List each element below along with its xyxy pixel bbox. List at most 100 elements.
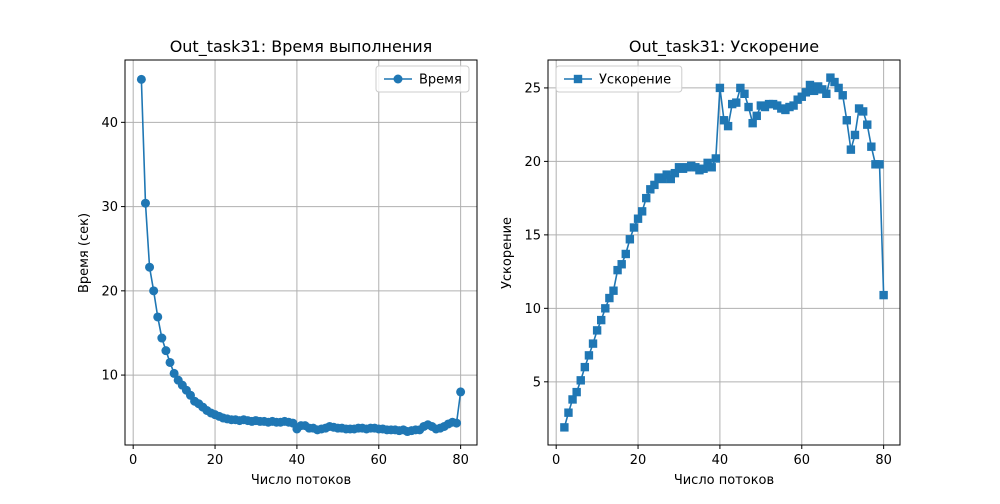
speedup-data-point xyxy=(838,91,847,100)
time-legend-marker xyxy=(393,74,403,84)
speedup-y-tick-label: 25 xyxy=(524,81,541,96)
speedup-y-tick-label: 5 xyxy=(533,375,541,390)
time-data-point xyxy=(149,286,159,296)
speedup-y-tick-label: 15 xyxy=(524,228,541,243)
time-chart: Out_task31: Время выполнения Число поток… xyxy=(77,37,478,488)
speedup-data-point xyxy=(629,223,639,232)
speedup-data-point xyxy=(842,116,851,125)
time-legend: Время xyxy=(375,65,470,93)
speedup-data-point xyxy=(605,293,614,303)
speedup-legend: Ускорение xyxy=(555,65,683,93)
speedup-data-point xyxy=(719,116,729,125)
time-data-point xyxy=(161,346,171,356)
speedup-x-tick-label: 80 xyxy=(875,453,892,468)
speedup-data-point xyxy=(744,102,753,112)
speedup-data-point xyxy=(740,89,749,98)
speedup-y-tick-label: 20 xyxy=(524,155,541,170)
speedup-chart-title: Out_task31: Ускорение xyxy=(629,37,819,57)
time-data-point xyxy=(165,357,175,367)
speedup-data-point xyxy=(564,408,573,417)
speedup-data-point xyxy=(863,120,872,129)
speedup-data-point xyxy=(711,154,721,163)
speedup-data-point xyxy=(797,92,806,101)
speedup-data-point xyxy=(560,423,569,432)
speedup-chart-xlabel: Число потоков xyxy=(674,473,774,488)
speedup-chart-marks: 0 20 40 60 80 5 10 15 20 25 Ускорение xyxy=(524,59,901,468)
speedup-data-point xyxy=(592,326,602,335)
time-y-tick-label: 10 xyxy=(101,369,118,384)
time-x-tick-label: 60 xyxy=(370,453,387,468)
speedup-data-point xyxy=(650,180,659,190)
speedup-data-point xyxy=(617,260,626,269)
speedup-legend-label: Ускорение xyxy=(599,73,671,88)
speedup-data-point xyxy=(613,265,622,275)
time-data-point xyxy=(145,262,155,272)
time-legend-label: Время xyxy=(419,73,462,88)
speedup-data-point xyxy=(805,80,815,90)
time-chart-ylabel: Время (сек) xyxy=(77,213,92,293)
time-data-point xyxy=(140,198,150,208)
speedup-data-point xyxy=(732,98,741,107)
speedup-legend-box xyxy=(555,65,683,93)
speedup-data-point xyxy=(875,160,884,169)
speedup-data-point xyxy=(858,107,868,116)
time-axes-frame xyxy=(124,59,478,446)
speedup-data-point xyxy=(715,83,725,93)
speedup-data-point xyxy=(666,174,675,184)
time-chart-xlabel: Число потоков xyxy=(251,473,351,488)
speedup-data-point xyxy=(822,89,831,98)
speedup-data-point xyxy=(736,83,745,93)
time-data-point xyxy=(169,368,179,378)
speedup-data-point xyxy=(633,214,643,223)
speedup-data-point xyxy=(707,163,716,172)
speedup-data-point xyxy=(703,158,712,168)
time-y-tick-label: 20 xyxy=(101,284,118,299)
speedup-data-point xyxy=(801,88,811,97)
speedup-data-point xyxy=(879,290,888,300)
speedup-data-point xyxy=(621,249,630,259)
speedup-x-tick-label: 0 xyxy=(552,453,560,468)
time-legend-box xyxy=(375,65,470,93)
speedup-y-tick-label: 10 xyxy=(524,302,541,317)
speedup-data-point xyxy=(826,73,835,82)
speedup-data-point xyxy=(588,339,598,348)
time-data-point xyxy=(452,418,462,428)
speedup-data-point xyxy=(625,235,635,244)
speedup-data-point xyxy=(572,387,581,397)
speedup-data-point xyxy=(670,168,680,178)
time-x-tick-label: 80 xyxy=(452,453,469,468)
speedup-x-tick-label: 60 xyxy=(793,453,810,468)
time-data-point xyxy=(136,74,146,84)
speedup-data-point xyxy=(662,170,671,179)
speedup-data-point xyxy=(646,185,655,194)
speedup-data-point xyxy=(568,395,577,404)
time-x-tick-label: 40 xyxy=(289,453,306,468)
speedup-data-point xyxy=(609,286,618,295)
speedup-chart: Out_task31: Ускорение Число потоков Уско… xyxy=(500,37,901,488)
speedup-chart-ylabel: Ускорение xyxy=(500,217,515,289)
time-chart-title: Out_task31: Время выполнения xyxy=(170,37,433,57)
speedup-data-point xyxy=(601,304,610,313)
speedup-data-point xyxy=(642,193,651,203)
time-y-tick-label: 40 xyxy=(101,116,118,131)
time-y-tick-label: 30 xyxy=(101,200,118,215)
time-chart-marks: 0 20 40 60 80 10 20 30 40 Время xyxy=(101,59,478,468)
speedup-data-point xyxy=(789,101,798,110)
speedup-data-point xyxy=(748,118,757,128)
speedup-axes-frame xyxy=(547,59,901,446)
speedup-x-tick-label: 20 xyxy=(630,453,647,468)
time-x-tick-label: 20 xyxy=(207,453,224,468)
speedup-legend-marker xyxy=(573,74,583,84)
speedup-data-point xyxy=(834,83,843,93)
speedup-data-point xyxy=(658,174,667,184)
speedup-data-point xyxy=(576,376,585,385)
time-data-point xyxy=(456,387,466,397)
speedup-data-point xyxy=(637,207,647,216)
time-data-point xyxy=(153,312,163,322)
speedup-data-point xyxy=(846,145,856,154)
speedup-data-point xyxy=(830,77,839,87)
speedup-data-point xyxy=(584,351,594,360)
speedup-x-tick-label: 40 xyxy=(712,453,729,468)
speedup-data-point xyxy=(850,130,860,140)
